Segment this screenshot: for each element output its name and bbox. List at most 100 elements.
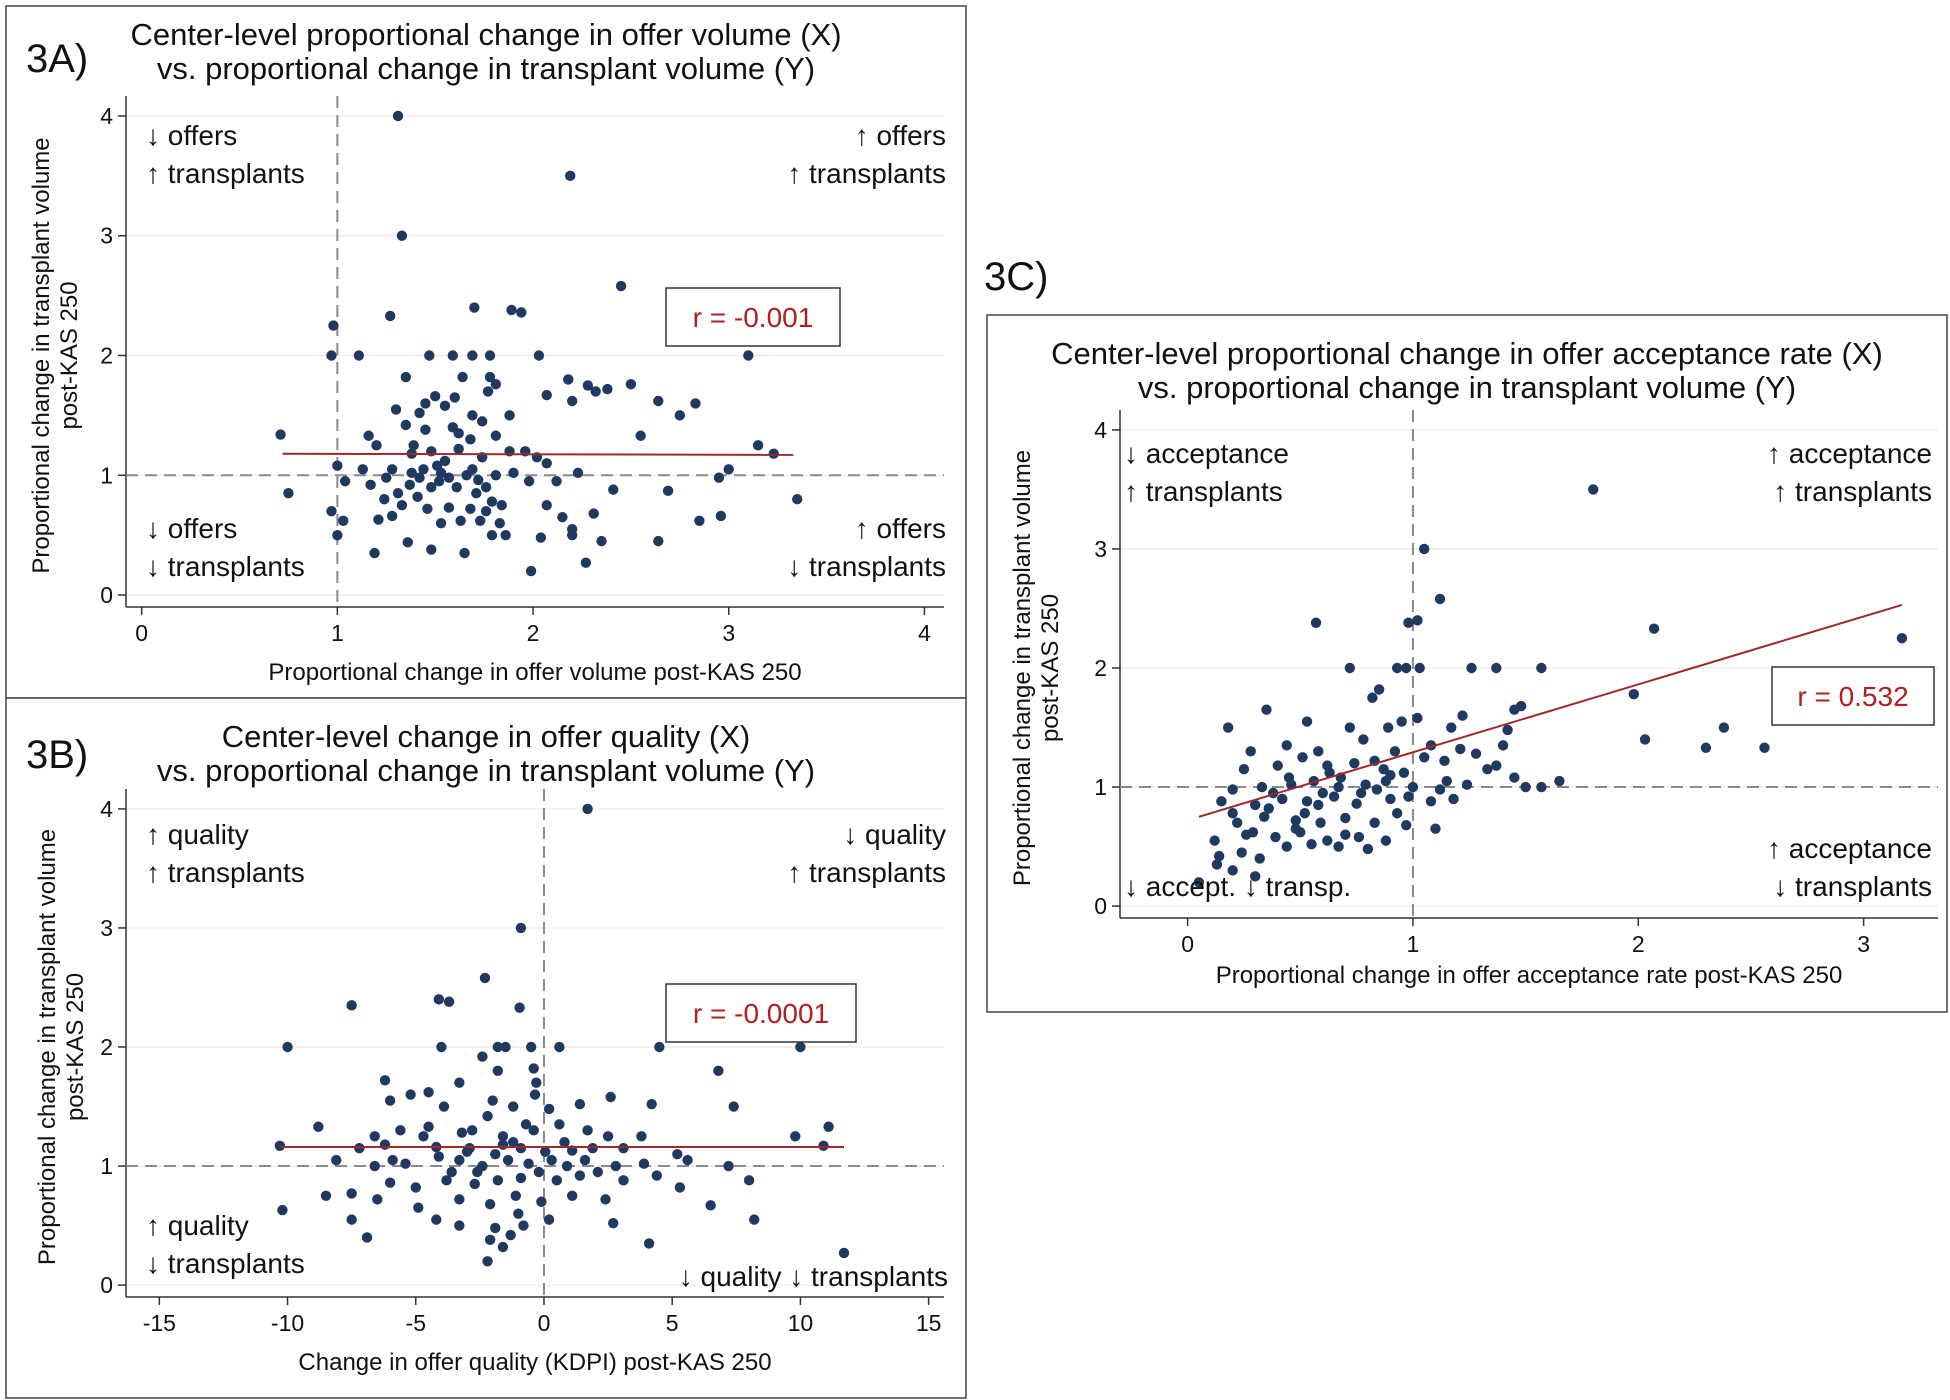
- data-point-3b: [536, 1196, 547, 1207]
- data-point-3a: [404, 479, 415, 491]
- data-point-3a: [451, 482, 462, 493]
- data-point-3c: [1213, 850, 1225, 862]
- x-tick-label-3a: 1: [331, 620, 344, 646]
- data-point-3b: [372, 1194, 383, 1205]
- data-point-3c: [1466, 662, 1477, 674]
- data-point-3c: [1193, 877, 1205, 888]
- data-point-3a: [565, 170, 576, 182]
- data-point-3c: [1457, 710, 1468, 721]
- data-point-3c: [1391, 662, 1403, 674]
- data-point-3b: [508, 1101, 519, 1112]
- data-point-3b: [602, 1131, 614, 1142]
- data-point-3b: [384, 1095, 396, 1106]
- data-point-3c: [1419, 543, 1430, 555]
- data-point-3c: [1281, 841, 1292, 852]
- quadrant-label-bottom-left-3c: ↓ accept. ↓ transp.: [1124, 871, 1351, 902]
- data-point-3a: [615, 280, 627, 292]
- data-point-3a: [465, 503, 476, 514]
- data-point-3b: [579, 1154, 591, 1166]
- chart-title-3b-line2: vs. proportional change in transplant vo…: [157, 753, 815, 788]
- data-point-3a: [339, 476, 351, 487]
- data-point-3b: [492, 1065, 504, 1077]
- data-point-3c: [1412, 615, 1423, 626]
- data-point-3a: [418, 464, 429, 475]
- data-point-3c: [1313, 746, 1324, 757]
- data-point-3a: [674, 410, 686, 421]
- data-point-3c: [1270, 831, 1281, 843]
- data-point-3a: [475, 515, 486, 526]
- data-point-3b: [646, 1098, 657, 1110]
- data-point-3c: [1497, 740, 1509, 751]
- data-point-3b: [554, 1041, 565, 1053]
- data-point-3a: [453, 443, 464, 455]
- correlation-label-3a: r = -0.001: [693, 302, 814, 333]
- data-point-3c: [1491, 662, 1502, 674]
- x-tick-label-3c: 2: [1632, 931, 1645, 957]
- data-point-3a: [535, 532, 547, 543]
- data-point-3b: [433, 994, 445, 1005]
- data-point-3b: [379, 1139, 391, 1150]
- data-point-3c: [1446, 722, 1457, 733]
- x-tick-label-3c: 0: [1181, 931, 1194, 957]
- data-point-3a: [496, 500, 507, 511]
- y-tick-label-3c: 4: [1094, 417, 1107, 443]
- panel-frame-3b: [5, 697, 967, 1399]
- data-point-3a: [480, 482, 492, 493]
- data-point-3c: [1700, 742, 1712, 753]
- data-point-3c: [1554, 775, 1565, 787]
- data-point-3c: [1896, 633, 1908, 644]
- data-point-3b: [487, 1095, 498, 1106]
- data-point-3c: [1520, 781, 1531, 793]
- data-point-3c: [1358, 734, 1369, 745]
- data-point-3b: [514, 1002, 525, 1013]
- panel-3c: 3C) Center-level proportional change in o…: [984, 255, 1948, 1013]
- quadrant-label-top-left-3c: ↓ acceptance: [1124, 438, 1289, 469]
- data-point-3b: [418, 1131, 429, 1142]
- data-point-3b: [529, 1089, 541, 1100]
- data-point-3b: [454, 1077, 465, 1088]
- data-point-3a: [723, 464, 734, 475]
- data-point-3a: [400, 371, 412, 383]
- data-point-3a: [379, 494, 390, 505]
- x-tick-label-3b: 0: [538, 1310, 551, 1336]
- data-point-3b: [790, 1131, 801, 1142]
- data-point-3b: [497, 1131, 509, 1142]
- x-tick-label-3b: -5: [406, 1310, 426, 1336]
- data-point-3a: [424, 350, 435, 361]
- quadrant-label-top-right-3c: ↑ acceptance: [1767, 438, 1932, 469]
- data-point-3b: [484, 1234, 496, 1246]
- data-point-3b: [723, 1160, 734, 1172]
- quadrant-label-bottom-right-3c: ↑ acceptance: [1767, 833, 1932, 864]
- data-point-3a: [580, 557, 592, 568]
- x-tick-label-3a: 2: [527, 620, 540, 646]
- y-tick-label-3c: 3: [1094, 536, 1107, 562]
- data-point-3a: [447, 350, 459, 361]
- data-point-3c: [1231, 817, 1243, 828]
- x-tick-label-3b: -10: [271, 1310, 304, 1336]
- data-point-3a: [525, 565, 537, 577]
- y-axis-title-3c-line2: post-KAS 250: [1037, 594, 1064, 742]
- data-point-3a: [326, 350, 337, 361]
- data-point-3a: [439, 400, 451, 411]
- data-point-3a: [373, 514, 384, 525]
- data-point-3c: [1272, 760, 1283, 771]
- data-point-3a: [332, 460, 343, 471]
- data-point-3a: [386, 510, 398, 522]
- data-point-3b: [395, 1125, 406, 1136]
- data-point-3a: [420, 424, 431, 435]
- data-point-3a: [588, 508, 599, 519]
- data-point-3c: [1482, 763, 1493, 775]
- x-tick-label-3b: 10: [788, 1310, 814, 1336]
- data-point-3b: [436, 1041, 447, 1053]
- data-point-3b: [479, 972, 491, 984]
- data-point-3c: [1333, 781, 1344, 793]
- data-point-3a: [396, 230, 408, 241]
- data-point-3c: [1491, 760, 1502, 771]
- data-point-3a: [523, 476, 535, 487]
- data-point-3c: [1216, 796, 1227, 807]
- fit-line-3a: [282, 452, 794, 456]
- data-point-3c: [1425, 796, 1437, 807]
- data-point-3c: [1400, 819, 1412, 831]
- data-point-3b: [431, 1214, 442, 1225]
- y-tick-label-3a: 1: [100, 462, 113, 488]
